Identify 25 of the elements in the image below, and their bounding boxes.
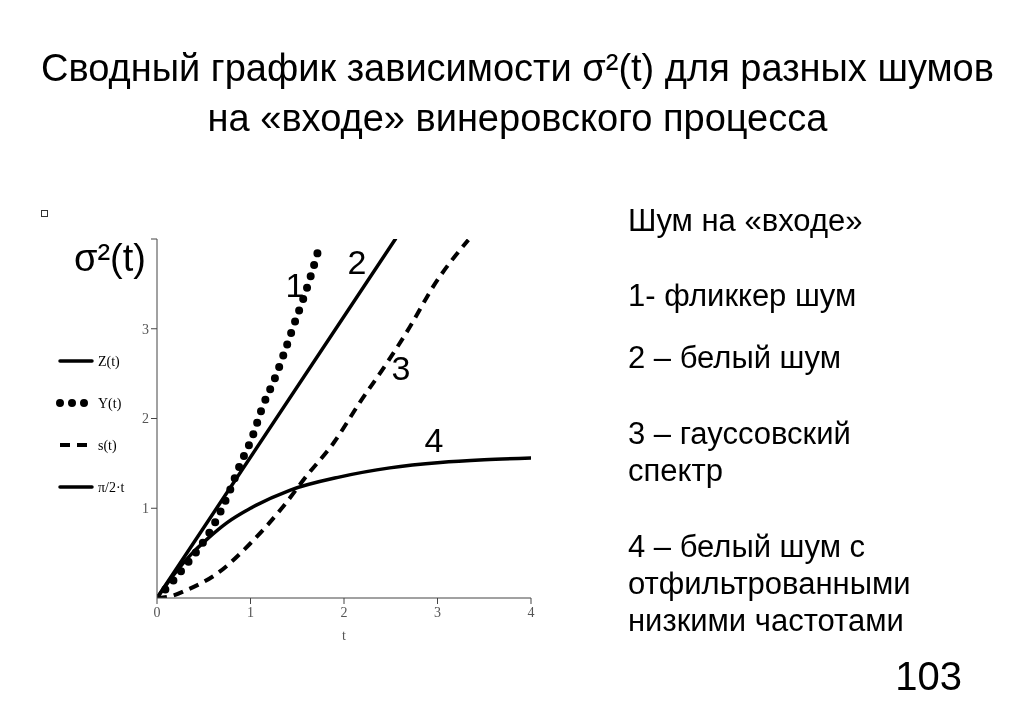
y-tick-label: 2 — [142, 411, 149, 427]
annotation: 1 — [284, 265, 306, 305]
text: 3 – гауссовский спектр — [628, 415, 852, 489]
x-tick-label: 1 — [247, 605, 254, 621]
x-tick-label: 4 — [527, 605, 535, 621]
y-axis-title: σ²(t) — [74, 236, 146, 280]
x-tick-label: 3 — [434, 605, 441, 621]
legend-label: s(t) — [98, 436, 117, 454]
text: 103 — [895, 653, 962, 700]
x-tick-label: 2 — [340, 605, 348, 621]
x-axis-title: t — [342, 628, 347, 643]
legend-label: Z(t) — [98, 352, 120, 370]
text: 1- фликкер шум — [628, 277, 858, 314]
annotation: 2 — [346, 242, 368, 282]
legend-label: π/2·t — [98, 478, 125, 496]
text: Шум на «входе» — [628, 202, 864, 239]
annotation: 3 — [390, 348, 412, 388]
y-tick-label: 3 — [142, 321, 149, 337]
text: 2 – белый шум — [628, 339, 842, 376]
chart-title: Сводный график зависимости σ²(t) для разных шумов на «входе» винеровского процесса — [40, 46, 995, 141]
y-tick-label: 1 — [142, 501, 149, 517]
annotation: 4 — [423, 420, 445, 460]
x-tick-label: 0 — [153, 605, 161, 621]
text: 4 – белый шум с отфильтрованными низкими частотами — [628, 528, 912, 639]
legend-label: Y(t) — [98, 394, 122, 412]
